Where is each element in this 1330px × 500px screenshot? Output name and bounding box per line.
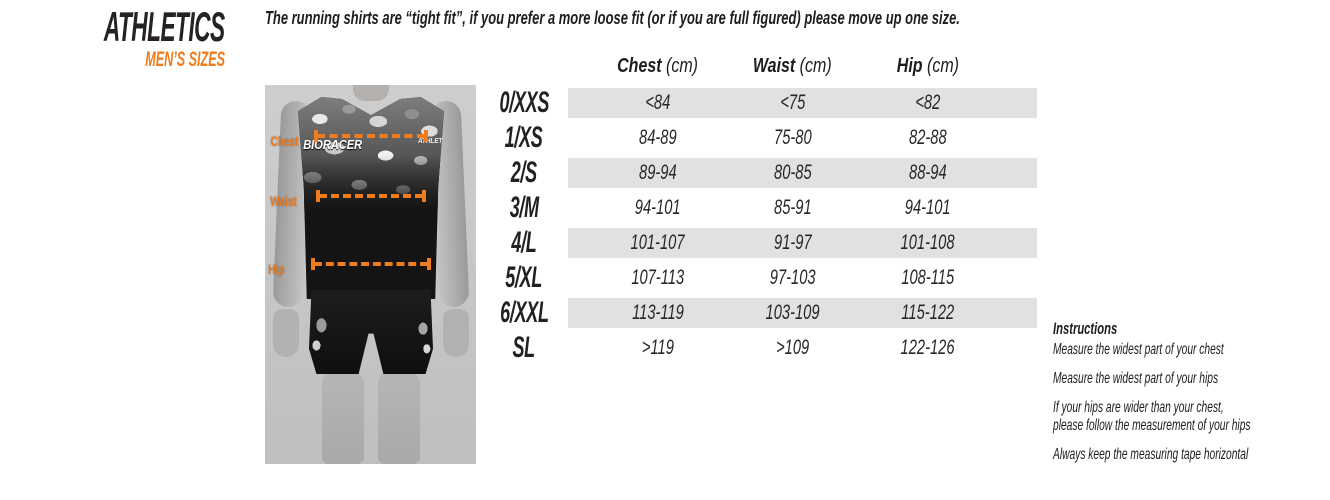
hip-value: 122-126 bbox=[900, 335, 955, 359]
model-shorts bbox=[309, 290, 433, 374]
chest-value: 107-113 bbox=[631, 265, 684, 289]
chest-value: 101-107 bbox=[630, 230, 685, 254]
chest-measure-line bbox=[313, 130, 428, 142]
column-header-waist: Waist (cm) bbox=[753, 55, 832, 77]
fit-note-text: The running shirts are “tight fit”, if y… bbox=[265, 8, 960, 28]
waist-value: <75 bbox=[780, 90, 805, 114]
brand-subtitle: MEN’S SIZES bbox=[145, 48, 225, 71]
waist-value: 97-103 bbox=[769, 265, 816, 289]
hip-marker: Hip bbox=[265, 258, 476, 277]
waist-measure-line bbox=[315, 190, 426, 202]
table-header-spacer bbox=[480, 48, 568, 85]
waist-marker-label: Waist bbox=[270, 193, 297, 209]
instructions-panel: Instructions Measure the widest part of … bbox=[1053, 319, 1330, 464]
size-label: 3/M bbox=[509, 190, 539, 224]
chest-marker-label: Chest bbox=[270, 133, 299, 149]
chest-value: 94-101 bbox=[634, 195, 681, 219]
model-leg-right bbox=[378, 368, 420, 464]
model-hand-left bbox=[273, 309, 299, 357]
size-label: 2/S bbox=[510, 155, 538, 189]
hip-value: 94-101 bbox=[904, 195, 951, 219]
size-label: 5/XL bbox=[505, 260, 543, 294]
size-label: SL bbox=[512, 330, 536, 364]
waist-value: 80-85 bbox=[773, 160, 812, 184]
waist-value: 75-80 bbox=[773, 125, 812, 149]
instruction-item: Measure the widest part of your hips bbox=[1053, 370, 1219, 387]
hip-value: 108-115 bbox=[901, 265, 954, 289]
table-row: 4/L 101-107 91-97 101-108 bbox=[480, 225, 1037, 260]
chest-value: <84 bbox=[645, 90, 670, 114]
table-row: 5/XL 107-113 97-103 108-115 bbox=[480, 260, 1037, 295]
size-label: 4/L bbox=[511, 225, 537, 259]
waist-value: >109 bbox=[775, 335, 810, 359]
table-rows: 0/XXS <84 <75 <82 1/XS 84-89 75-80 82-88 2/S 89-9… bbox=[480, 85, 1037, 365]
hip-value: 115-122 bbox=[901, 300, 954, 324]
camo-pattern bbox=[298, 97, 444, 219]
size-label: 6/XXL bbox=[499, 295, 549, 329]
table-row: SL >119 >109 122-126 bbox=[480, 330, 1037, 365]
model-photo: BIORACER ATHLETICS Chest Waist Hip bbox=[265, 85, 476, 464]
chest-value: 113-119 bbox=[631, 300, 684, 324]
size-table: Chest (cm) Waist (cm) Hip (cm) 0/XXS <84 <75… bbox=[480, 48, 1037, 365]
instructions-items: Measure the widest part of your chest Mea… bbox=[1053, 341, 1330, 464]
instruction-item: Measure the widest part of your chest bbox=[1053, 341, 1224, 358]
table-row: 2/S 89-94 80-85 88-94 bbox=[480, 155, 1037, 190]
chest-marker: Chest bbox=[265, 130, 476, 149]
chest-value: >119 bbox=[641, 335, 674, 359]
instruction-item: Always keep the measuring tape horizonta… bbox=[1053, 445, 1249, 463]
hip-marker-label: Hip bbox=[268, 261, 285, 277]
hip-value: 82-88 bbox=[908, 125, 947, 149]
model-hand-right bbox=[443, 309, 469, 357]
shirt-logo-sub: ATHLETICS bbox=[417, 138, 453, 145]
table-row: 6/XXL 113-119 103-109 115-122 bbox=[480, 295, 1037, 330]
hip-value: 101-108 bbox=[900, 230, 955, 254]
hip-value: <82 bbox=[915, 90, 940, 114]
table-header-row: Chest (cm) Waist (cm) Hip (cm) bbox=[480, 48, 1037, 85]
shirt-logo: BIORACER ATHLETICS bbox=[298, 137, 444, 152]
column-header-chest: Chest (cm) bbox=[617, 55, 698, 77]
fit-note: The running shirts are “tight fit”, if y… bbox=[265, 8, 1230, 29]
size-label: 1/XS bbox=[505, 120, 543, 154]
hip-measure-line bbox=[310, 258, 431, 270]
waist-value: 103-109 bbox=[765, 300, 820, 324]
chest-value: 84-89 bbox=[638, 125, 677, 149]
waist-marker: Waist bbox=[265, 190, 476, 209]
instruction-item: If your hips are wider than your chest, … bbox=[1053, 399, 1251, 434]
table-row: 1/XS 84-89 75-80 82-88 bbox=[480, 120, 1037, 155]
waist-value: 91-97 bbox=[773, 230, 812, 254]
table-row: 3/M 94-101 85-91 94-101 bbox=[480, 190, 1037, 225]
shirt-logo-brand: BIORACER bbox=[303, 137, 363, 152]
size-label: 0/XXS bbox=[499, 85, 549, 119]
brand-logo: ATHLETICS MEN’S SIZES bbox=[0, 3, 225, 71]
brand-title: ATHLETICS bbox=[104, 3, 225, 50]
model-leg-left bbox=[322, 368, 364, 464]
chest-value: 89-94 bbox=[638, 160, 677, 184]
table-row: 0/XXS <84 <75 <82 bbox=[480, 85, 1037, 120]
table-header-cells: Chest (cm) Waist (cm) Hip (cm) bbox=[568, 55, 1037, 78]
instructions-title: Instructions bbox=[1053, 319, 1118, 338]
waist-value: 85-91 bbox=[773, 195, 812, 219]
hip-value: 88-94 bbox=[908, 160, 947, 184]
model-neck bbox=[353, 85, 389, 101]
column-header-hip: Hip (cm) bbox=[896, 55, 959, 77]
